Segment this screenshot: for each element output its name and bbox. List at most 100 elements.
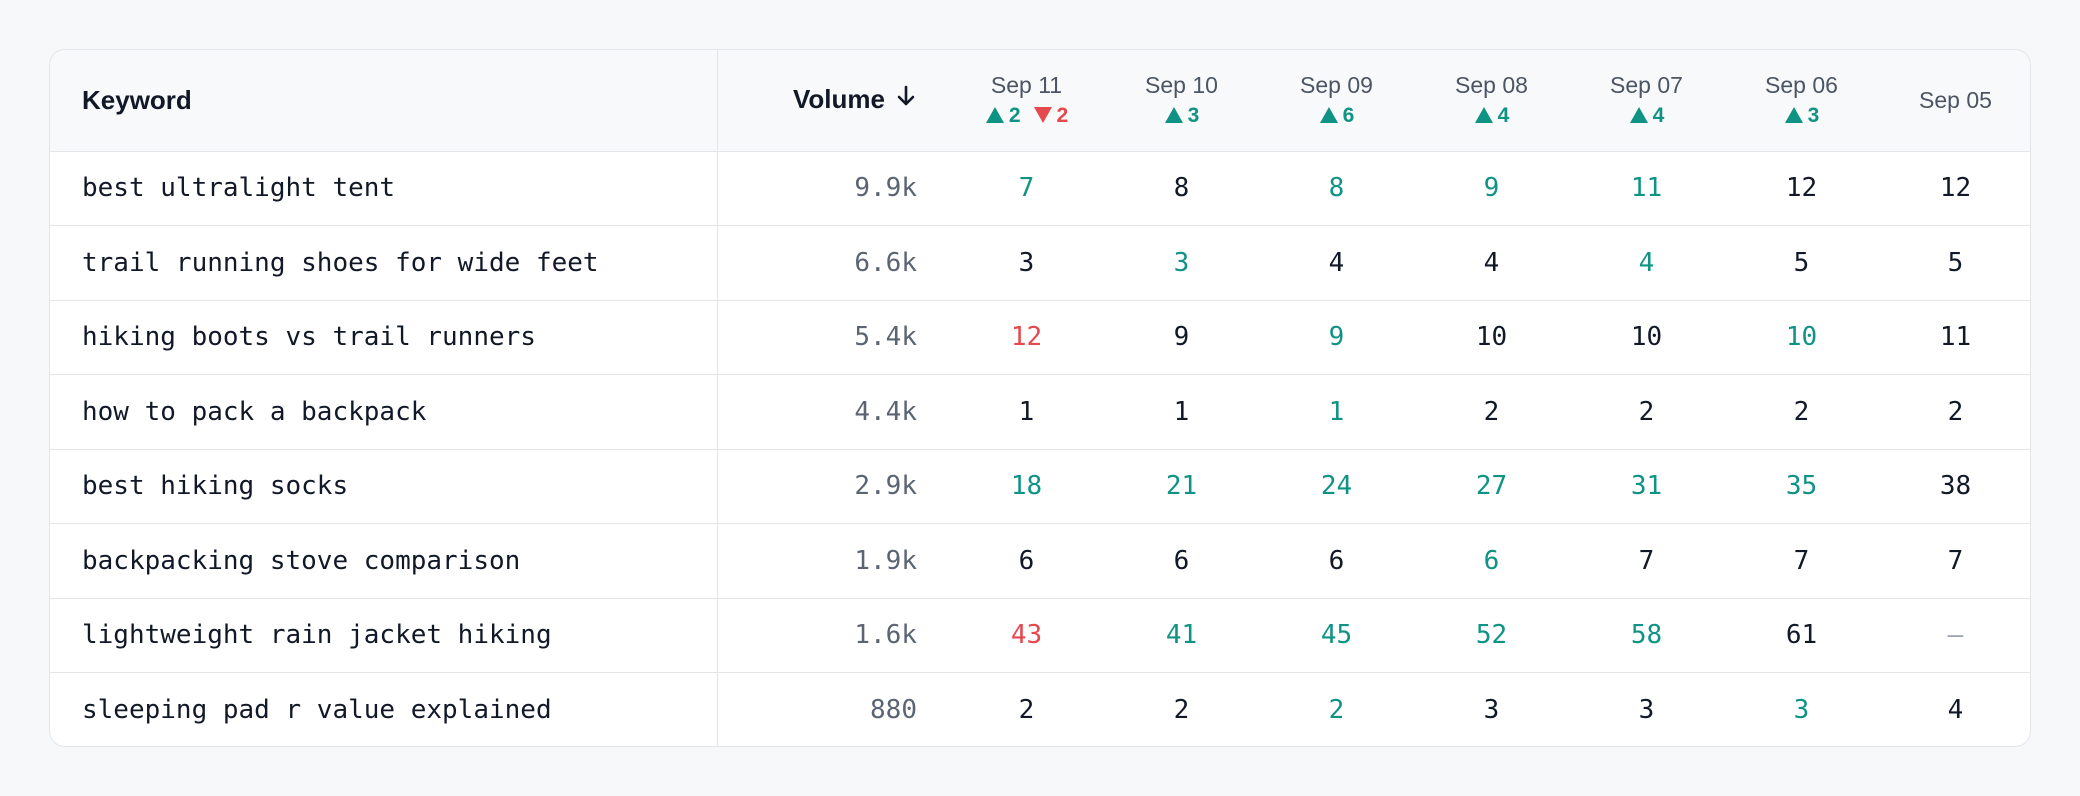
rank-cell: 58 xyxy=(1569,598,1724,673)
rank-down-count: 2 xyxy=(1033,103,1069,129)
rank-cell: 6 xyxy=(1104,523,1259,599)
keyword-cell[interactable]: best hiking socks xyxy=(50,449,718,524)
date-column-header[interactable]: Sep 08 4 xyxy=(1414,50,1569,152)
rank-cell: 3 xyxy=(1104,225,1259,301)
rank-cell: 10 xyxy=(1414,300,1569,375)
keyword-cell[interactable]: backpacking stove comparison xyxy=(50,523,718,599)
keyword-cell[interactable]: trail running shoes for wide feet xyxy=(50,225,718,301)
date-header-label: Sep 10 xyxy=(1145,72,1218,99)
table-body: best ultralight tent 9.9k 7 8 8 9 11 12 12 trail … xyxy=(50,151,2030,746)
rank-up-count: 4 xyxy=(1629,103,1665,129)
rank-cell: 7 xyxy=(949,151,1104,226)
rank-cell: 2 xyxy=(1414,374,1569,450)
volume-cell: 4.4k xyxy=(717,374,949,450)
rank-cell: 4 xyxy=(1259,225,1414,301)
date-header-label: Sep 09 xyxy=(1300,72,1373,99)
rank-cell: 2 xyxy=(1879,374,2030,450)
date-column-header[interactable]: Sep 06 3 xyxy=(1724,50,1879,152)
rank-cell: 31 xyxy=(1569,449,1724,524)
rank-cell: 2 xyxy=(1173,695,1190,725)
rank-cell: 10 xyxy=(1569,300,1724,375)
rank-cell: 12 xyxy=(1879,151,2030,226)
rank-cell: 8 xyxy=(1104,151,1259,226)
rank-up-value: 2 xyxy=(1008,104,1021,128)
rank-up-value: 6 xyxy=(1342,104,1355,128)
rank-cell: 43 xyxy=(949,598,1104,673)
rank-cell: 4 xyxy=(1569,225,1724,301)
rank-cell: 6 xyxy=(1414,523,1569,599)
rank-cell: 5 xyxy=(1724,225,1879,301)
volume-column-header[interactable]: Volume xyxy=(717,50,949,152)
date-column-header[interactable]: Sep 07 4 xyxy=(1569,50,1724,152)
rank-cell: 18 xyxy=(949,449,1104,524)
table-row[interactable]: how to pack a backpack 4.4k 1 1 1 2 2 2 2 xyxy=(50,374,2030,450)
volume-header-label: Volume xyxy=(793,83,885,114)
rank-cell: 61 xyxy=(1724,598,1879,673)
keyword-cell[interactable]: sleeping pad r value explained xyxy=(50,672,718,746)
rank-up-count: 3 xyxy=(1784,103,1820,129)
volume-cell: 2.9k xyxy=(717,449,949,524)
rank-cell: 45 xyxy=(1259,598,1414,673)
rank-up-count: 3 xyxy=(1164,103,1200,129)
date-column-header[interactable]: Sep 05 xyxy=(1879,50,2030,152)
date-column-header[interactable]: Sep 10 3 xyxy=(1104,50,1259,152)
rank-cell: 1 xyxy=(949,374,1104,450)
header-row: Keyword Volume Sep 11 2 2 Sep 10 3 Sep 09 6 Sep… xyxy=(50,50,2030,152)
date-header-label: Sep 11 xyxy=(990,72,1063,99)
rank-cell: 41 xyxy=(1104,598,1259,673)
rank-change-summary: 6 xyxy=(1259,103,1414,129)
rank-cell: 6 xyxy=(1259,523,1414,599)
date-header-label: Sep 07 xyxy=(1610,72,1683,99)
rank-cell: 27 xyxy=(1414,449,1569,524)
keyword-column-header[interactable]: Keyword xyxy=(50,50,718,152)
rank-cell: 5 xyxy=(1879,225,2030,301)
rank-cell: 2 xyxy=(1328,695,1345,725)
volume-cell: 1.6k xyxy=(717,598,949,673)
rank-cell: 3 xyxy=(1638,695,1655,725)
date-header-label: Sep 06 xyxy=(1765,72,1838,99)
rank-cell: 11 xyxy=(1879,300,2030,375)
rank-cell: 1 xyxy=(1259,374,1414,450)
rank-change-summary: 3 xyxy=(1724,103,1879,129)
date-column-header[interactable]: Sep 11 2 2 xyxy=(949,50,1104,152)
keyword-cell[interactable]: lightweight rain jacket hiking xyxy=(50,598,718,673)
table-row[interactable]: trail running shoes for wide feet 6.6k 3 3 4… xyxy=(50,225,2030,301)
rank-cell: 2 xyxy=(1569,374,1724,450)
sort-descending-icon[interactable] xyxy=(895,84,917,115)
volume-cell: 5.4k xyxy=(717,300,949,375)
rank-up-value: 4 xyxy=(1497,104,1510,128)
rank-cell: 3 xyxy=(1793,695,1810,725)
rank-up-value: 3 xyxy=(1807,104,1820,128)
keyword-cell[interactable]: hiking boots vs trail runners xyxy=(50,300,718,375)
triangle-up-icon xyxy=(985,104,1009,127)
rank-up-count: 4 xyxy=(1474,103,1510,129)
table-row[interactable]: sleeping pad r value explained 880 2 2 2 3 3 3 4 xyxy=(50,672,2030,746)
rank-cell: 35 xyxy=(1724,449,1879,524)
table-row[interactable]: best hiking socks 2.9k 18 21 24 27 31 35 38 xyxy=(50,449,2030,524)
rank-down-value: 2 xyxy=(1056,104,1069,128)
keyword-cell[interactable]: how to pack a backpack xyxy=(50,374,718,450)
triangle-up-icon xyxy=(1319,104,1343,127)
rank-cell: 8 xyxy=(1259,151,1414,226)
rank-cell: 24 xyxy=(1259,449,1414,524)
volume-cell: 1.9k xyxy=(717,523,949,599)
rank-up-value: 3 xyxy=(1187,104,1200,128)
triangle-up-icon xyxy=(1629,104,1653,127)
table-row[interactable]: hiking boots vs trail runners 5.4k 12 9 9 10 1… xyxy=(50,300,2030,375)
date-header-label: Sep 08 xyxy=(1455,72,1528,99)
date-column-header[interactable]: Sep 09 6 xyxy=(1259,50,1414,152)
table-row[interactable]: best ultralight tent 9.9k 7 8 8 9 11 12 12 xyxy=(50,151,2030,226)
keyword-cell[interactable]: best ultralight tent xyxy=(50,151,718,226)
rank-change-summary: 4 xyxy=(1414,103,1569,129)
rank-cell: 9 xyxy=(1259,300,1414,375)
table-row[interactable]: backpacking stove comparison 1.9k 6 6 6 6 7 7 7 xyxy=(50,523,2030,599)
date-header-label: Sep 05 xyxy=(1919,87,1992,114)
rank-cell: 21 xyxy=(1104,449,1259,524)
rank-up-count: 6 xyxy=(1319,103,1355,129)
rank-cell: 9 xyxy=(1104,300,1259,375)
table-row[interactable]: lightweight rain jacket hiking 1.6k 43 41 45… xyxy=(50,598,2030,673)
rank-change-summary: 3 xyxy=(1104,103,1259,129)
triangle-down-icon xyxy=(1033,104,1057,127)
rank-cell: 6 xyxy=(949,523,1104,599)
rank-up-value: 4 xyxy=(1652,104,1665,128)
